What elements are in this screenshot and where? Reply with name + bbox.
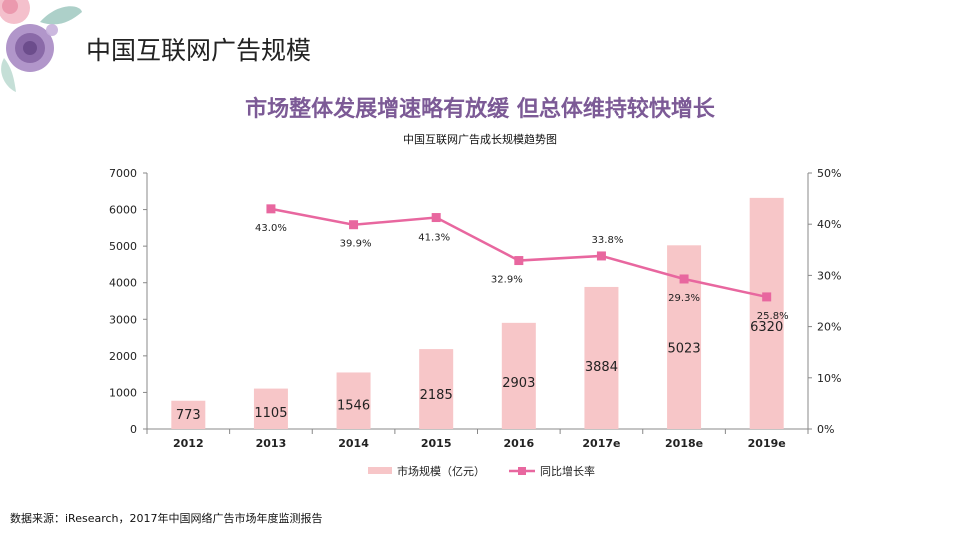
bar-data-label: 773 xyxy=(176,408,201,423)
y-right-tick-label: 30% xyxy=(817,269,841,282)
x-tick-label: 2014 xyxy=(338,437,369,450)
x-tick-label: 2019e xyxy=(748,437,786,450)
x-tick-label: 2018e xyxy=(665,437,703,450)
y-left-tick-label: 3000 xyxy=(109,313,137,326)
bar xyxy=(253,388,288,429)
growth-data-label: 39.9% xyxy=(340,239,372,250)
y-right-tick-label: 10% xyxy=(817,372,841,385)
y-right-tick-label: 40% xyxy=(817,218,841,231)
y-left-tick-label: 1000 xyxy=(109,386,137,399)
chart-title: 中国互联网广告成长规模趋势图 xyxy=(403,133,557,146)
bar-data-label: 3884 xyxy=(585,360,618,375)
y-left-tick-label: 5000 xyxy=(109,240,137,253)
bar-data-label: 2185 xyxy=(420,388,453,403)
bar xyxy=(584,286,619,429)
bar xyxy=(171,400,206,429)
growth-point xyxy=(596,251,606,261)
growth-data-label: 33.8% xyxy=(592,235,624,246)
bar xyxy=(667,245,702,429)
growth-point xyxy=(349,220,359,230)
x-tick-label: 2015 xyxy=(421,437,452,450)
growth-data-label: 43.0% xyxy=(255,223,287,234)
legend-label-bar: 市场规模（亿元） xyxy=(397,464,485,478)
growth-point xyxy=(679,274,689,284)
bar-data-label: 6320 xyxy=(750,320,783,335)
floral-decoration xyxy=(0,0,82,92)
x-tick-label: 2013 xyxy=(256,437,287,450)
bar xyxy=(419,349,454,429)
bar xyxy=(749,197,784,429)
y-left-tick-label: 4000 xyxy=(109,277,137,290)
growth-point xyxy=(514,256,524,266)
y-right-tick-label: 50% xyxy=(817,167,841,180)
y-left-tick-label: 2000 xyxy=(109,350,137,363)
legend-swatch-bar xyxy=(368,467,392,474)
x-tick-label: 2017e xyxy=(582,437,620,450)
growth-point xyxy=(431,213,441,223)
y-right-tick-label: 20% xyxy=(817,321,841,334)
bar-data-label: 5023 xyxy=(668,341,701,356)
legend-label-line: 同比增长率 xyxy=(540,464,595,478)
bar xyxy=(336,372,371,429)
source-note: 数据来源：iResearch，2017年中国网络广告市场年度监测报告 xyxy=(10,512,323,525)
headline: 市场整体发展增速略有放缓 但总体维持较快增长 xyxy=(245,97,715,122)
growth-data-label: 32.9% xyxy=(491,275,523,286)
growth-point xyxy=(762,292,772,302)
y-right-tick-label: 0% xyxy=(817,423,834,436)
bar-data-label: 2903 xyxy=(502,376,535,391)
growth-point xyxy=(266,204,276,214)
growth-data-label: 41.3% xyxy=(418,233,450,244)
bar-data-label: 1546 xyxy=(337,399,370,414)
x-tick-label: 2016 xyxy=(504,437,535,450)
legend-swatch-marker xyxy=(518,467,526,475)
growth-data-label: 29.3% xyxy=(668,293,700,304)
growth-data-label: 25.8% xyxy=(757,311,789,322)
y-left-tick-label: 7000 xyxy=(109,167,137,180)
bar xyxy=(501,322,536,429)
x-tick-label: 2012 xyxy=(173,437,204,450)
y-left-tick-label: 6000 xyxy=(109,204,137,217)
y-left-tick-label: 0 xyxy=(130,423,137,436)
slide-title: 中国互联网广告规模 xyxy=(86,36,312,65)
bar-data-label: 1105 xyxy=(254,406,287,421)
